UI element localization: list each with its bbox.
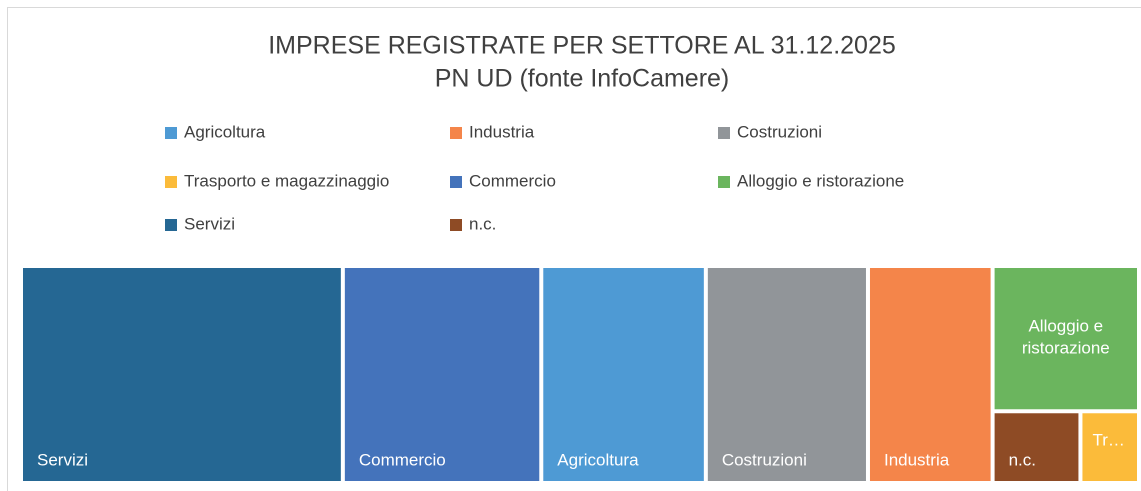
tile-label: Alloggio e ristorazione (1022, 317, 1110, 358)
tile-label: Commercio (359, 450, 446, 469)
tile (543, 268, 704, 481)
legend-label: Trasporto e magazzinaggio (184, 171, 389, 190)
legend-label: Alloggio e ristorazione (737, 171, 904, 190)
legend-swatch (718, 127, 730, 139)
legend-label: Servizi (184, 214, 235, 233)
legend-label: Costruzioni (737, 122, 822, 141)
tile-label: Costruzioni (722, 450, 807, 469)
tile-label: n.c. (1009, 450, 1036, 469)
chart-title: IMPRESE REGISTRATE PER SETTORE AL 31.12.… (268, 32, 896, 60)
tile (344, 268, 540, 481)
legend-swatch (165, 219, 177, 231)
tile-label: Industria (884, 450, 950, 469)
legend-swatch (165, 127, 177, 139)
tile-label: Servizi (37, 450, 88, 469)
legend-swatch (718, 176, 730, 188)
legend-swatch (450, 127, 462, 139)
legend-label: Agricoltura (184, 122, 266, 141)
legend-swatch (450, 176, 462, 188)
tile (994, 413, 1079, 481)
legend-label: Industria (469, 122, 535, 141)
legend-swatch (450, 219, 462, 231)
tile (707, 268, 866, 481)
legend-label: Commercio (469, 171, 556, 190)
chart-frame (7, 7, 1141, 491)
tile-label: Agricoltura (557, 450, 639, 469)
legend-swatch (165, 176, 177, 188)
legend-label: n.c. (469, 214, 496, 233)
tile-label: Tr… (1092, 430, 1124, 449)
tile (1082, 413, 1137, 481)
tile (23, 268, 341, 481)
tile (994, 268, 1137, 410)
chart-subtitle: PN UD (fonte InfoCamere) (435, 65, 730, 93)
tile (869, 268, 991, 481)
